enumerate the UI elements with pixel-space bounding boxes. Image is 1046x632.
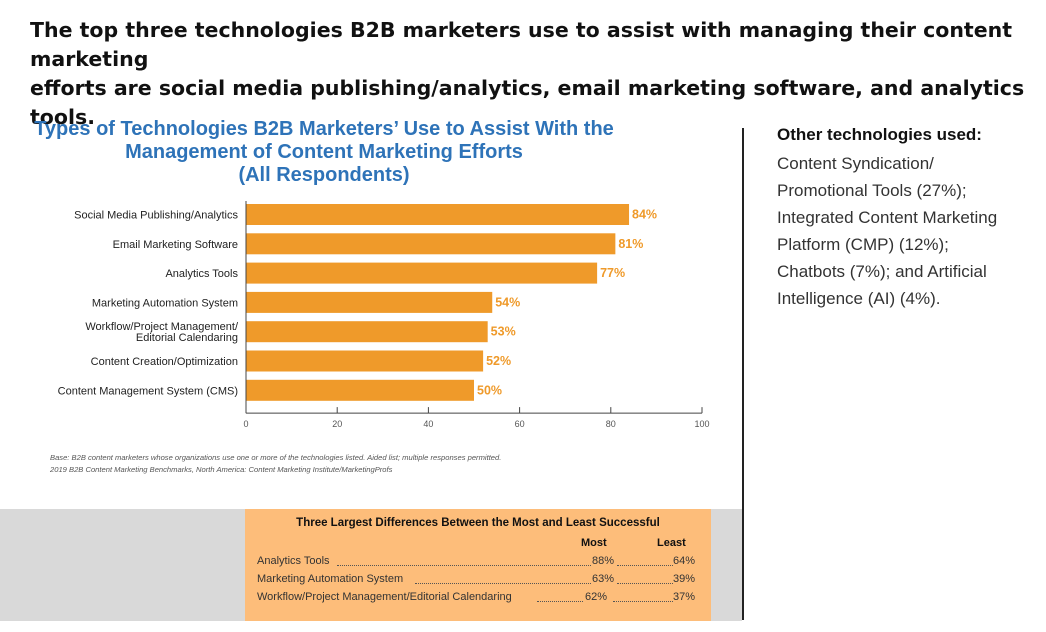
differences-box: Three Largest Differences Between the Mo… [245,509,711,621]
bar [246,233,616,255]
data-label: 52% [486,354,511,368]
row-label: Marketing Automation System [257,573,404,585]
data-label: 53% [491,325,516,339]
x-tick-label: 20 [332,419,342,429]
data-label: 81% [618,237,643,251]
chart-title-line-3: (All Respondents) [238,164,410,186]
dot-leader [617,573,673,584]
dot-leader [617,555,673,566]
differences-row: Marketing Automation System 63% 39% [257,573,697,589]
bar-chart: 84% Social Media Publishing/Analytics 81% E… [58,201,710,429]
category-label: Email Marketing Software [113,239,238,251]
sidebar-line: Intelligence (AI) (4%). [777,289,941,308]
data-label: 50% [477,383,502,397]
category-label: Workflow/Project Management/ [85,321,239,333]
row-most: 63% [592,573,615,585]
data-label: 84% [632,208,657,222]
x-tick-label: 40 [423,419,433,429]
differences-row: Workflow/Project Management/Editorial Ca… [257,591,697,607]
x-tick-label: 0 [243,419,248,429]
category-label: Editorial Calendaring [136,332,238,344]
vertical-divider [742,128,744,620]
data-label: 77% [600,266,625,280]
category-label: Marketing Automation System [92,297,238,309]
x-tick-label: 60 [515,419,525,429]
chart-title-line-1: Types of Technologies B2B Marketers’ Use… [34,118,614,140]
sidebar-body: Content Syndication/ Promotional Tools (… [777,150,1027,312]
dot-leader [537,591,583,602]
sidebar-line: Content Syndication/ [777,154,934,173]
row-most: 62% [585,591,608,603]
row-label: Workflow/Project Management/Editorial Ca… [257,591,512,603]
sidebar-heading: Other technologies used: [777,125,982,144]
dot-leader [613,591,673,602]
chart-title: Types of Technologies B2B Marketers’ Use… [34,118,614,187]
x-tick-label: 80 [606,419,616,429]
headline: The top three technologies B2B marketers… [30,16,1030,132]
row-least: 64% [673,555,696,567]
row-least: 39% [673,573,696,585]
bar [246,291,493,313]
bar [246,350,484,372]
dot-leader [337,555,591,566]
headline-line-1: The top three technologies B2B marketers… [30,18,1013,71]
category-label: Social Media Publishing/Analytics [74,210,238,222]
category-label: Analytics Tools [165,268,238,280]
source-note: 2019 B2B Content Marketing Benchmarks, N… [50,465,393,474]
data-label: 54% [495,295,520,309]
category-label: Content Creation/Optimization [91,356,238,368]
bar [246,262,598,284]
dot-leader [415,573,591,584]
sidebar-line: Platform (CMP) (12%); [777,235,949,254]
column-most: Most [581,537,607,549]
differences-title: Three Largest Differences Between the Mo… [296,517,660,529]
headline-line-2: efforts are social media publishing/anal… [30,76,1025,129]
category-label: Content Management System (CMS) [58,385,238,397]
column-least: Least [657,537,686,549]
sidebar-line: Chatbots (7%); and Artificial [777,262,987,281]
row-least: 37% [673,591,696,603]
bar [246,204,630,225]
sidebar-line: Promotional Tools (27%); [777,181,967,200]
row-label: Analytics Tools [257,555,330,567]
bar [246,321,488,343]
row-most: 88% [592,555,615,567]
chart-title-line-2: Management of Content Marketing Efforts [125,141,523,163]
base-note: Base: B2B content marketers whose organi… [50,452,650,476]
sidebar-line: Integrated Content Marketing [777,208,998,227]
bar [246,379,474,401]
differences-row: Analytics Tools 88% 64% [257,555,697,571]
base-note-line-1: Base: B2B content marketers whose organi… [50,453,502,462]
x-tick-label: 100 [694,419,709,429]
